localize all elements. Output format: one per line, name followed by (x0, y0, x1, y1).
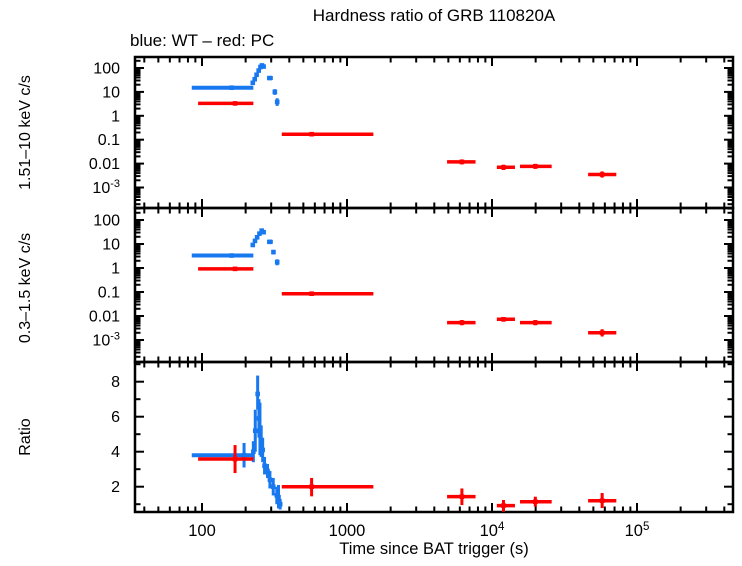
data-point (254, 72, 259, 78)
data-point (309, 131, 314, 137)
data-point (254, 235, 260, 240)
panel-ratio: 8 6 4 2 Ratio (17, 360, 735, 514)
data-point (309, 291, 314, 296)
series-wt-ratio (191, 375, 283, 510)
data-point (270, 484, 276, 489)
data-point (232, 456, 238, 462)
data-point (274, 259, 280, 265)
data-point (265, 468, 270, 474)
data-point (241, 452, 247, 458)
ytick-label: 1 (111, 261, 120, 278)
data-point (232, 101, 238, 106)
data-point (256, 68, 261, 73)
data-point (229, 85, 234, 90)
data-point (599, 498, 605, 503)
data-point (252, 238, 258, 244)
ytick-label: 2 (111, 479, 120, 496)
series-wt-soft (191, 228, 280, 266)
panel-hard: 100 10 1 0.1 0.01 10-3 1.51–10 keV c/s (17, 55, 735, 210)
ytick-labels-hard: 100 10 1 0.1 0.01 10-3 (89, 61, 120, 198)
data-point (261, 64, 266, 69)
y-axis-title-ratio: Ratio (17, 418, 34, 455)
ytick-label: 0.1 (98, 285, 120, 302)
ytick-label: 8 (111, 374, 120, 391)
data-point (267, 75, 272, 81)
ticks-ratio (136, 363, 732, 511)
data-point (251, 449, 256, 454)
ytick-label: 10 (102, 237, 120, 254)
plot-legend: blue: WT – red: PC (130, 31, 275, 50)
ytick-labels-ratio: 8 6 4 2 (111, 374, 120, 496)
xtick-label: 1000 (329, 522, 366, 540)
panel-frame-soft (133, 206, 735, 364)
data-point (459, 494, 465, 499)
data-point (272, 89, 278, 95)
series-pc-hard (198, 101, 617, 178)
series-wt-hard (191, 63, 280, 106)
data-point (459, 320, 465, 325)
ticks-hard (136, 58, 732, 207)
xtick-labels: 100 1000 104 105 (188, 521, 649, 540)
y-axis-title-soft: 0.3–1.5 keV c/s (17, 233, 34, 343)
data-point (277, 501, 283, 507)
ytick-label: 0.01 (89, 309, 120, 326)
plot-title: Hardness ratio of GRB 110820A (312, 6, 556, 25)
x-axis-title: Time since BAT trigger (s) (339, 540, 529, 558)
ytick-label: 0.1 (98, 132, 120, 149)
ytick-label: 0.01 (89, 156, 120, 173)
data-point (250, 80, 256, 86)
data-point (274, 99, 280, 105)
xtick-label: 104 (480, 521, 505, 540)
series-pc-ratio (198, 445, 617, 512)
ticks-soft (136, 207, 732, 361)
data-point (533, 499, 538, 505)
data-point (267, 239, 272, 245)
xtick-label: 100 (188, 522, 216, 540)
data-point (250, 242, 256, 248)
panel-frame-hard (133, 55, 735, 210)
data-point (533, 164, 538, 169)
panel-frame-ratio (133, 360, 735, 514)
ytick-labels-soft: 100 10 1 0.1 0.01 10-3 (89, 213, 120, 350)
ytick-label: 4 (111, 444, 120, 461)
data-point (257, 231, 262, 236)
series-pc-soft (198, 266, 617, 337)
ytick-label: 10 (102, 84, 120, 101)
data-point (599, 330, 605, 336)
y-axis-title-hard: 1.51–10 keV c/s (17, 75, 34, 190)
data-point (501, 503, 506, 508)
ytick-label: 10-3 (92, 331, 120, 350)
data-point (533, 320, 538, 325)
data-point (271, 249, 276, 255)
ytick-label: 10-3 (92, 178, 120, 197)
data-point (267, 477, 273, 482)
panel-soft: 100 10 1 0.1 0.01 10-3 0.3–1.5 keV c/s (17, 206, 735, 364)
data-point (232, 266, 238, 272)
ytick-label: 6 (111, 409, 120, 426)
data-point (260, 447, 265, 453)
data-point (252, 76, 258, 82)
ytick-label: 100 (93, 213, 120, 230)
data-point (501, 165, 506, 170)
data-point (459, 159, 465, 165)
data-point (262, 463, 267, 468)
data-point (229, 253, 234, 258)
data-point (599, 172, 605, 177)
xtick-label: 105 (625, 521, 650, 540)
ytick-label: 1 (111, 108, 120, 125)
data-point (309, 484, 314, 489)
data-point (501, 316, 506, 322)
ytick-label: 100 (93, 61, 120, 78)
data-point (252, 428, 258, 433)
data-point (261, 229, 266, 235)
data-point (276, 494, 281, 500)
data-point (255, 391, 260, 397)
